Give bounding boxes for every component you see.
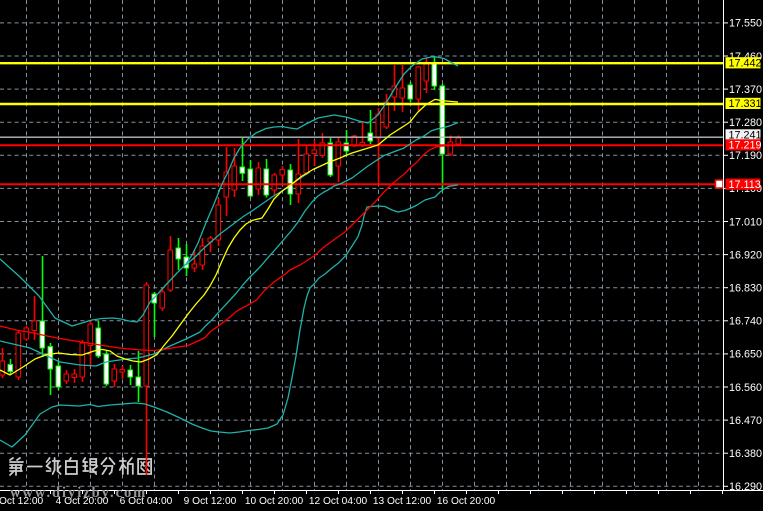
svg-text:16.470: 16.470	[729, 415, 762, 427]
svg-text:www.diyizby.com: www.diyizby.com	[10, 485, 147, 501]
svg-text:17.219: 17.219	[729, 140, 762, 152]
svg-text:17.113: 17.113	[729, 179, 761, 191]
svg-text:16.740: 16.740	[729, 316, 762, 328]
svg-text:17.442: 17.442	[729, 58, 762, 70]
svg-text:17.370: 17.370	[729, 84, 762, 96]
svg-text:4 Oct 20:00: 4 Oct 20:00	[56, 496, 109, 507]
svg-text:16.920: 16.920	[729, 249, 762, 261]
svg-text:Oct 12:00: Oct 12:00	[0, 496, 44, 507]
svg-text:6 Oct 04:00: 6 Oct 04:00	[120, 496, 173, 507]
svg-text:16.290: 16.290	[729, 481, 762, 493]
svg-text:17.331: 17.331	[729, 98, 762, 110]
svg-text:10 Oct 20:00: 10 Oct 20:00	[245, 496, 304, 507]
svg-text:17.190: 17.190	[729, 150, 762, 162]
svg-text:16.650: 16.650	[729, 349, 762, 361]
svg-text:17.550: 17.550	[729, 18, 762, 30]
svg-text:12 Oct 04:00: 12 Oct 04:00	[309, 496, 368, 507]
svg-text:16 Oct 20:00: 16 Oct 20:00	[437, 496, 496, 507]
svg-text:16.380: 16.380	[729, 448, 762, 460]
svg-text:9 Oct 12:00: 9 Oct 12:00	[184, 496, 237, 507]
svg-text:16.830: 16.830	[729, 283, 762, 295]
svg-text:17.280: 17.280	[729, 117, 762, 129]
svg-text:17.010: 17.010	[729, 216, 762, 228]
svg-text:17.241: 17.241	[729, 130, 762, 142]
svg-text:13 Oct 12:00: 13 Oct 12:00	[373, 496, 432, 507]
svg-text:16.560: 16.560	[729, 382, 762, 394]
